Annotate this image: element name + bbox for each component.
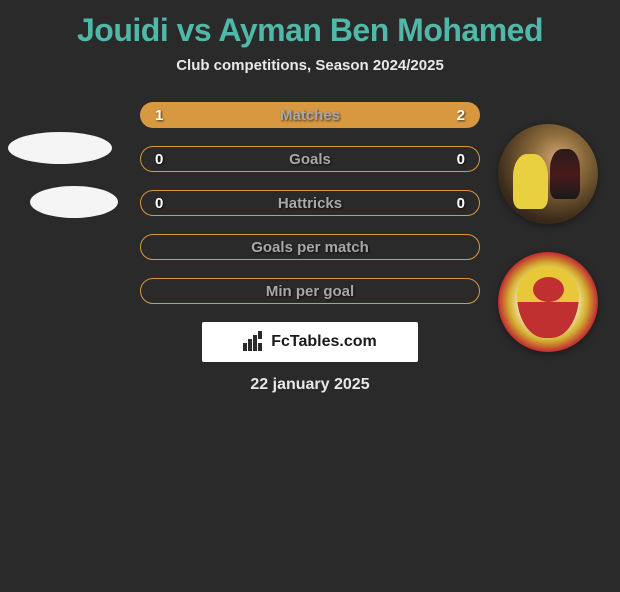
stats-container: 12Matches00Goals00HattricksGoals per mat… — [0, 102, 620, 304]
bar-chart-icon — [243, 333, 265, 351]
stat-label: Goals — [289, 151, 331, 168]
stat-bar-left: 1 — [140, 102, 253, 128]
watermark: FcTables.com — [202, 322, 418, 362]
stat-row: Goals per match — [140, 234, 480, 260]
stat-bar-left: 0 — [140, 146, 310, 172]
stat-bar-right: 0 — [310, 146, 480, 172]
stat-label: Goals per match — [251, 239, 369, 256]
subtitle: Club competitions, Season 2024/2025 — [0, 57, 620, 74]
stat-label: Matches — [280, 107, 340, 124]
page-title: Jouidi vs Ayman Ben Mohamed — [0, 12, 620, 49]
stat-label: Min per goal — [266, 283, 354, 300]
stat-row: Min per goal — [140, 278, 480, 304]
watermark-text: FcTables.com — [271, 333, 377, 351]
stat-row: 12Matches — [140, 102, 480, 128]
stat-row: 00Goals — [140, 146, 480, 172]
stat-row: 00Hattricks — [140, 190, 480, 216]
stat-label: Hattricks — [278, 195, 342, 212]
